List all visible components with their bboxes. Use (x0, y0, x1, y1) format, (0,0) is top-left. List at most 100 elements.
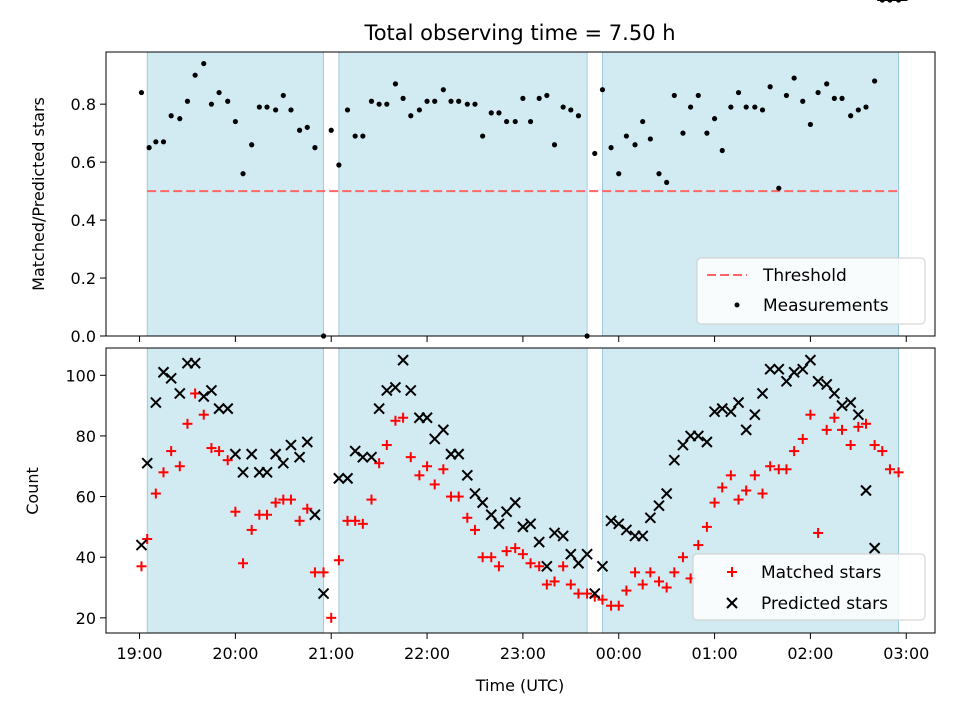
predicted-star-point (429, 433, 441, 445)
matched-star-point (749, 470, 760, 481)
matched-star-point (517, 549, 528, 560)
matched-star-point (789, 446, 800, 457)
matched-star-point (709, 497, 720, 508)
measurement-point (504, 118, 510, 125)
matched-star-point (366, 494, 377, 505)
predicted-star-point (213, 402, 225, 415)
predicted-star-point (732, 396, 745, 409)
predicted-star-point (517, 521, 529, 533)
predicted-star-point (636, 530, 649, 542)
predicted-star-point (485, 509, 497, 521)
predicted-star-point (780, 375, 793, 388)
matched-star-point (246, 524, 257, 535)
matched-star-point (174, 461, 185, 472)
predicted-star-point (773, 363, 785, 375)
measurement-point (695, 92, 701, 99)
predicted-star-point (620, 524, 633, 536)
predicted-star-point (261, 466, 273, 479)
measurement-point (264, 104, 270, 110)
matched-star-point (453, 491, 464, 502)
measurement-point (704, 130, 710, 136)
matched-star-point (877, 446, 888, 457)
matched-star-point (158, 467, 169, 478)
predicted-star-point (237, 466, 249, 479)
measurement-point (719, 147, 725, 154)
predicted-star-point (198, 390, 210, 403)
predicted-star-point (269, 448, 282, 460)
shaded-interval-2 (338, 347, 588, 634)
predicted-star-point (365, 451, 378, 463)
bottom-y-axis: 20 40 60 80 100 (65, 366, 106, 628)
matched-star-point (781, 464, 792, 475)
measurement-point (177, 116, 183, 122)
predicted-star-point (581, 548, 593, 560)
measurement-point (464, 101, 470, 107)
predicted-star-point (660, 487, 673, 500)
y-tick-label: 60 (76, 488, 96, 507)
predicted-star-point (309, 509, 321, 521)
measurement-point (608, 145, 614, 151)
measurement-point (432, 98, 438, 104)
measurement-point (360, 133, 366, 139)
predicted-star-point (421, 412, 433, 424)
predicted-star-point (677, 439, 689, 451)
measurement-point (711, 116, 718, 122)
predicted-star-point (397, 354, 409, 366)
matched-star-point (645, 567, 656, 578)
predicted-star-point (189, 357, 201, 369)
predicted-star-point (860, 484, 872, 497)
x-tick-label: 21:00 (308, 644, 354, 663)
measurement-point (632, 142, 638, 148)
predicted-star-point (349, 445, 361, 457)
measurement-point (592, 150, 598, 157)
predicted-star-point (541, 560, 553, 573)
predicted-star-point (500, 506, 513, 518)
x-axis-label: Time (UTC) (475, 676, 564, 695)
panel-counts: 20 40 60 80 100 19:00 20:00 21:00 22:00 23:00 00:… (23, 0, 936, 695)
matched-star-point (198, 409, 209, 420)
predicted-star-point (557, 530, 569, 542)
matched-star-point (893, 467, 904, 478)
measurement-point (448, 98, 454, 104)
matched-star-point (309, 567, 320, 578)
measurement-point (256, 104, 262, 110)
predicted-star-point (333, 472, 345, 485)
matched-star-point (765, 461, 776, 472)
measurement-point (280, 92, 286, 99)
predicted-star-point (812, 375, 824, 388)
matched-star-point (302, 503, 313, 514)
predicted-star-point (285, 439, 297, 451)
measurement-point (138, 89, 145, 96)
measurement-point (616, 171, 622, 177)
matched-star-point (381, 440, 392, 451)
measurement-point (153, 139, 159, 145)
predicted-star-point (708, 405, 721, 418)
measurement-point (815, 89, 821, 96)
matched-star-point (374, 458, 385, 469)
measurement-point (249, 142, 255, 148)
predicted-star-point (317, 587, 330, 600)
matched-star-point (845, 440, 856, 451)
predicted-star-point (548, 527, 561, 539)
top-y-axis-label: Matched/Predicted stars (29, 97, 48, 291)
predicted-star-point (868, 542, 881, 554)
top-x-ticks (139, 336, 907, 342)
predicted-star-point (701, 436, 713, 448)
top-legend-box (696, 257, 926, 325)
panel-ratio: 0.00.20.40.60.8 Matched/Predicted stars … (29, 0, 936, 346)
matched-star-point (405, 452, 416, 463)
matched-star-point (326, 612, 337, 623)
matched-star-point (797, 433, 808, 444)
matched-star-point (333, 555, 344, 566)
measurement-point (520, 95, 526, 101)
measurement-point (146, 145, 152, 151)
y-tick-label: 0.6 (71, 153, 96, 172)
measurement-point (743, 104, 749, 110)
measurement-point (304, 124, 310, 130)
top-y-axis: 0.0 0.2 0.4 0.6 0.8 (71, 95, 106, 346)
predicted-star-point (828, 387, 841, 400)
predicted-star-point (437, 424, 450, 436)
matched-star-point (549, 576, 560, 587)
measurement-point (872, 78, 878, 84)
measurement-point (791, 75, 797, 81)
